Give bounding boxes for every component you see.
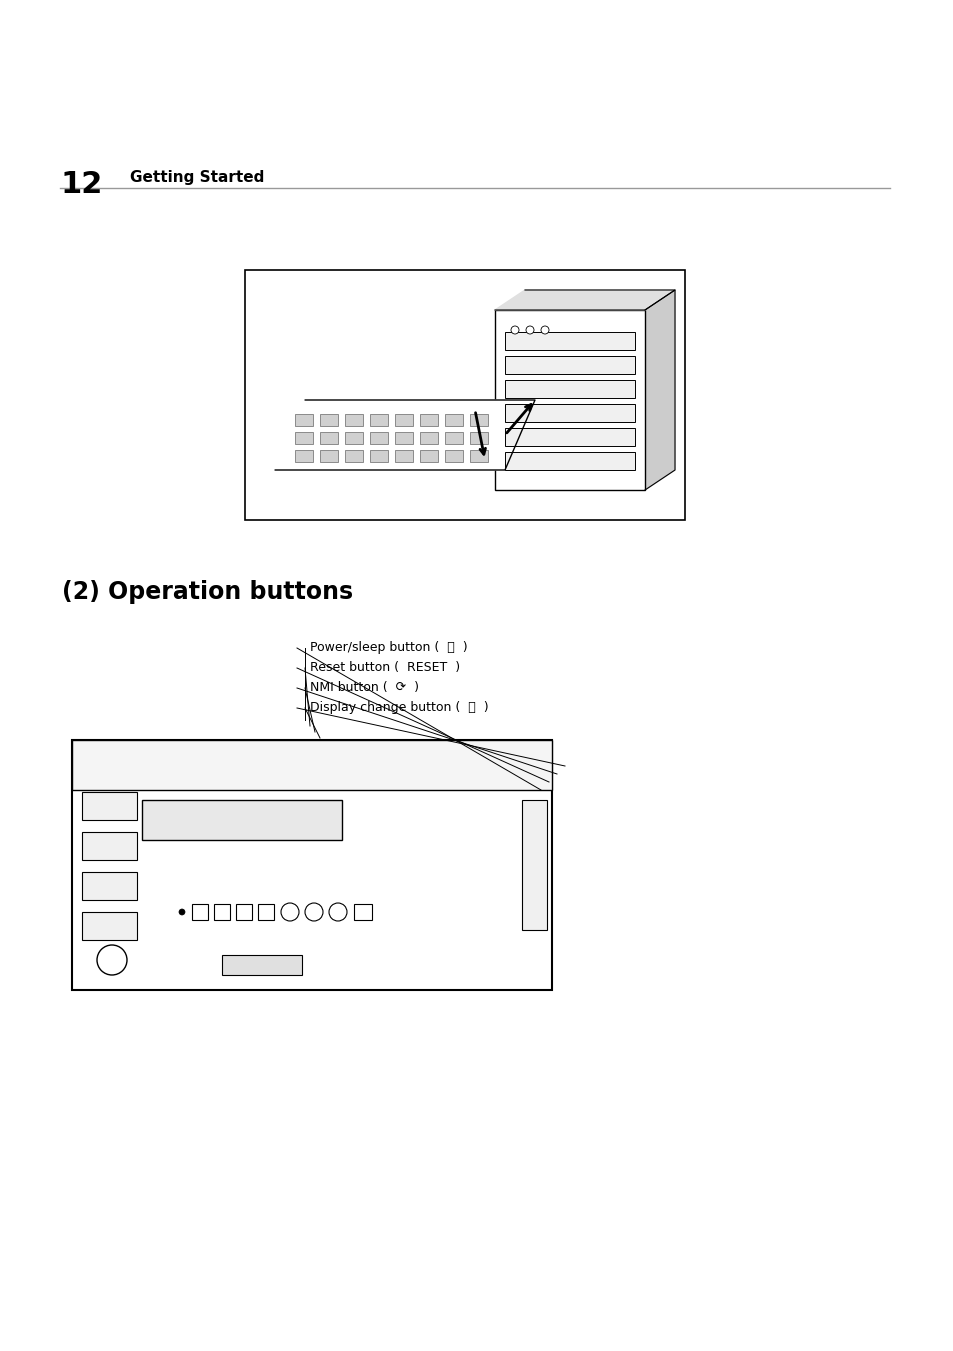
Polygon shape <box>644 290 675 490</box>
Circle shape <box>329 902 347 921</box>
Bar <box>354 904 372 920</box>
Bar <box>470 450 488 462</box>
Circle shape <box>97 944 127 975</box>
Bar <box>470 413 488 426</box>
Bar <box>444 450 462 462</box>
Bar <box>71 740 552 790</box>
Bar <box>521 800 546 929</box>
Bar <box>395 432 413 444</box>
Bar <box>370 432 388 444</box>
Text: Getting Started: Getting Started <box>130 170 264 185</box>
Bar <box>82 832 137 861</box>
Bar <box>257 904 274 920</box>
Bar <box>294 432 313 444</box>
Bar <box>294 450 313 462</box>
Text: NMI button (  ⟳  ): NMI button ( ⟳ ) <box>310 681 418 694</box>
Bar <box>370 450 388 462</box>
Bar <box>82 871 137 900</box>
Bar <box>504 404 635 422</box>
Bar <box>504 357 635 374</box>
Bar <box>222 955 302 975</box>
Bar <box>319 450 337 462</box>
Bar <box>142 800 341 840</box>
Bar <box>495 309 644 490</box>
Text: 12: 12 <box>60 170 102 199</box>
Bar <box>419 413 437 426</box>
Bar <box>294 413 313 426</box>
Bar <box>345 450 363 462</box>
Bar <box>504 380 635 399</box>
Text: Reset button (  RESET  ): Reset button ( RESET ) <box>310 662 459 674</box>
Bar <box>213 904 230 920</box>
Text: Display change button (  ⧉  ): Display change button ( ⧉ ) <box>310 701 488 715</box>
Text: (2) Operation buttons: (2) Operation buttons <box>62 580 353 604</box>
Bar <box>504 428 635 446</box>
Bar <box>470 432 488 444</box>
Bar <box>419 450 437 462</box>
Circle shape <box>525 326 534 334</box>
Bar <box>345 413 363 426</box>
Bar <box>71 740 552 990</box>
Bar <box>82 792 137 820</box>
Text: Power/sleep button (  ⏻  ): Power/sleep button ( ⏻ ) <box>310 642 467 654</box>
Bar <box>444 413 462 426</box>
Polygon shape <box>274 400 535 470</box>
Bar <box>345 432 363 444</box>
Circle shape <box>305 902 323 921</box>
Polygon shape <box>495 290 675 309</box>
Bar <box>319 432 337 444</box>
Bar <box>419 432 437 444</box>
Bar <box>235 904 252 920</box>
Bar <box>504 332 635 350</box>
Circle shape <box>511 326 518 334</box>
Circle shape <box>179 909 185 915</box>
Bar <box>395 450 413 462</box>
Circle shape <box>540 326 548 334</box>
Bar <box>444 432 462 444</box>
Bar <box>395 413 413 426</box>
Bar <box>192 904 208 920</box>
Bar <box>504 453 635 470</box>
Bar <box>245 270 684 520</box>
Bar <box>319 413 337 426</box>
Bar <box>370 413 388 426</box>
Bar <box>82 912 137 940</box>
Circle shape <box>281 902 298 921</box>
